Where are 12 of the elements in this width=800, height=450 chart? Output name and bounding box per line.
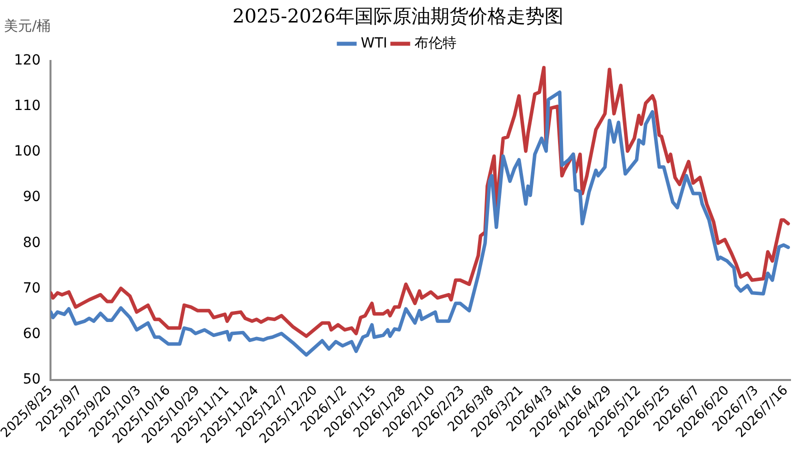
y-tick-label: 70 [22,280,41,296]
y-tick-label: 90 [22,189,41,206]
y-tick-label: 50 [22,372,41,388]
y-tick-label: 110 [14,98,41,114]
y-tick-label: 60 [22,326,41,342]
y-tick-label: 120 [14,52,41,68]
y-tick-label: 100 [14,144,41,160]
y-axis-title: 美元/桶 [4,18,51,35]
legend-label: WTI [360,35,388,52]
legend-label: 布伦特 [414,35,456,52]
chart-title: 2025-2026年国际原油期货价格走势图 [232,5,564,28]
y-tick-label: 80 [22,234,41,251]
